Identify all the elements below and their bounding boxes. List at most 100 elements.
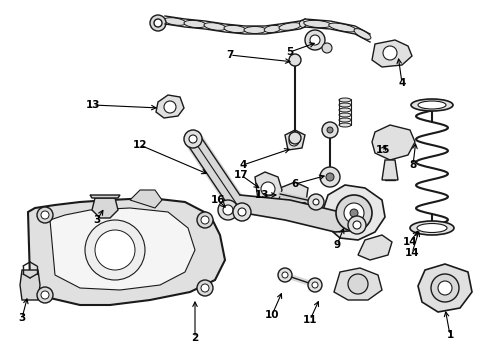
Text: 4: 4: [239, 160, 246, 170]
Circle shape: [305, 30, 325, 50]
Circle shape: [233, 203, 251, 221]
Text: 13: 13: [255, 190, 269, 200]
Circle shape: [310, 35, 320, 45]
Text: 16: 16: [211, 195, 225, 205]
Ellipse shape: [224, 25, 246, 33]
Polygon shape: [92, 198, 118, 218]
Text: 11: 11: [303, 315, 317, 325]
Circle shape: [261, 182, 275, 196]
Text: 3: 3: [19, 313, 25, 323]
Circle shape: [238, 208, 246, 216]
Circle shape: [278, 268, 292, 282]
Ellipse shape: [417, 224, 447, 233]
Circle shape: [37, 207, 53, 223]
Circle shape: [348, 274, 368, 294]
Circle shape: [154, 19, 162, 27]
Text: 1: 1: [446, 330, 454, 340]
Circle shape: [164, 101, 176, 113]
Ellipse shape: [339, 103, 351, 107]
Circle shape: [308, 278, 322, 292]
Ellipse shape: [304, 21, 331, 28]
Ellipse shape: [339, 108, 351, 112]
Text: 14: 14: [403, 237, 417, 247]
Circle shape: [150, 15, 166, 31]
Ellipse shape: [410, 221, 454, 235]
Text: 13: 13: [86, 100, 100, 110]
Polygon shape: [358, 235, 392, 260]
Polygon shape: [382, 160, 398, 180]
Circle shape: [197, 212, 213, 228]
Circle shape: [350, 209, 358, 217]
Ellipse shape: [244, 27, 266, 33]
Ellipse shape: [339, 123, 351, 127]
Ellipse shape: [279, 23, 301, 30]
Ellipse shape: [339, 118, 351, 122]
Polygon shape: [372, 40, 412, 67]
Ellipse shape: [339, 113, 351, 117]
Text: 4: 4: [398, 78, 406, 88]
Circle shape: [344, 203, 364, 223]
Text: 7: 7: [226, 50, 234, 60]
Circle shape: [223, 205, 233, 215]
Text: 12: 12: [133, 140, 147, 150]
Ellipse shape: [299, 21, 306, 27]
Ellipse shape: [418, 101, 446, 109]
Circle shape: [85, 220, 145, 280]
Circle shape: [353, 221, 361, 229]
Circle shape: [41, 211, 49, 219]
Polygon shape: [278, 182, 308, 206]
Circle shape: [289, 54, 301, 66]
Circle shape: [327, 127, 333, 133]
Circle shape: [282, 272, 288, 278]
Circle shape: [289, 136, 299, 146]
Circle shape: [95, 230, 135, 270]
Ellipse shape: [204, 23, 226, 30]
Circle shape: [41, 291, 49, 299]
Text: 10: 10: [265, 310, 279, 320]
Circle shape: [184, 130, 202, 148]
Circle shape: [322, 43, 332, 53]
Circle shape: [201, 284, 209, 292]
Polygon shape: [285, 130, 305, 150]
Polygon shape: [334, 268, 382, 300]
Text: 8: 8: [409, 160, 416, 170]
Circle shape: [289, 132, 301, 144]
Polygon shape: [28, 198, 225, 305]
Polygon shape: [323, 185, 385, 240]
Circle shape: [431, 274, 459, 302]
Polygon shape: [156, 95, 184, 118]
Text: 17: 17: [234, 170, 248, 180]
Circle shape: [197, 280, 213, 296]
Circle shape: [189, 135, 197, 143]
Text: 6: 6: [292, 179, 298, 189]
Polygon shape: [20, 270, 40, 300]
Circle shape: [320, 167, 340, 187]
Polygon shape: [418, 264, 472, 312]
Polygon shape: [220, 195, 362, 232]
Circle shape: [336, 195, 372, 231]
Circle shape: [201, 216, 209, 224]
Circle shape: [348, 216, 366, 234]
Text: 15: 15: [376, 145, 390, 155]
Polygon shape: [50, 208, 195, 290]
Text: 5: 5: [286, 47, 294, 57]
Ellipse shape: [184, 21, 206, 28]
Circle shape: [37, 287, 53, 303]
Polygon shape: [255, 172, 282, 206]
Text: 3: 3: [94, 215, 100, 225]
Circle shape: [313, 199, 319, 205]
Ellipse shape: [354, 29, 371, 39]
Circle shape: [308, 194, 324, 210]
Circle shape: [383, 46, 397, 60]
Polygon shape: [90, 195, 120, 198]
Ellipse shape: [339, 98, 351, 102]
Polygon shape: [130, 190, 162, 208]
Polygon shape: [372, 125, 415, 160]
Ellipse shape: [164, 18, 186, 25]
Circle shape: [218, 200, 238, 220]
Ellipse shape: [264, 25, 281, 33]
Ellipse shape: [411, 99, 453, 111]
Circle shape: [438, 281, 452, 295]
Text: 9: 9: [333, 240, 341, 250]
Circle shape: [322, 122, 338, 138]
